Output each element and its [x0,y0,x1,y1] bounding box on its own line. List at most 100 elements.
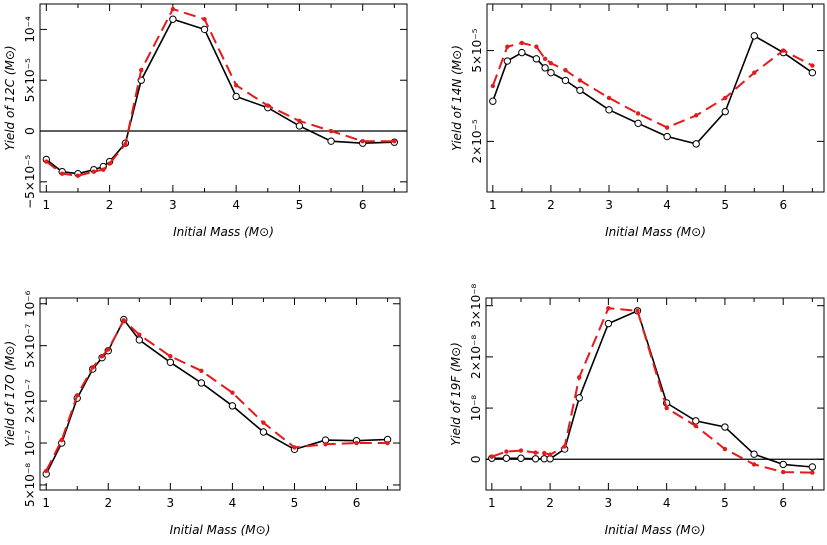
data-point [168,354,173,359]
plot-frame [486,3,825,193]
series-line [491,307,813,474]
series-line [45,18,395,175]
x-tick-label: 4 [663,198,671,212]
x-tick-label: 3 [605,496,613,510]
data-point [489,454,495,459]
x-tick-label: 6 [780,198,788,212]
data-point [547,68,555,77]
data-point [518,48,526,57]
data-point [781,469,786,475]
series-1 [488,307,817,471]
data-point [121,318,126,323]
data-point [199,368,204,374]
x-tick-label: 6 [353,496,361,510]
data-point [808,463,817,471]
y-axis-label: Yield of 14N (M⊙) [450,45,464,151]
x-tick-label: 1 [42,496,50,510]
data-point [563,68,568,73]
data-point [354,440,359,446]
series-1 [42,315,392,478]
series-line [492,34,813,145]
data-point [810,470,815,475]
y-tick-label: 10⁻⁸ [469,395,483,422]
data-point [634,119,642,128]
data-point [779,460,787,469]
data-point [750,32,758,40]
plot-frame [39,297,401,491]
data-point [693,423,698,429]
data-point [392,138,397,144]
y-tick-label: 0 [469,455,483,463]
data-point [295,122,304,130]
data-point [722,446,728,452]
x-tick-label: 1 [489,198,497,212]
data-point [692,417,700,425]
data-point [664,125,670,130]
series-2 [44,318,390,474]
data-point [693,113,699,118]
y-tick-label: 10⁻⁴ [23,16,37,43]
x-tick-label: 5 [291,496,299,510]
data-point [107,161,112,166]
data-point [259,428,268,436]
x-tick-label: 5 [721,496,729,510]
x-tick-label: 4 [663,496,671,510]
x-tick-label: 2 [104,496,112,510]
data-point [635,111,641,116]
x-tick-label: 6 [779,496,787,510]
x-tick-label: 2 [546,496,554,510]
data-point [663,132,671,141]
y-tick-label: 5×10⁻⁷ [23,323,37,367]
plot-frame [39,3,408,193]
y-tick-label: 2×10⁻⁵ [470,119,484,163]
data-point [297,118,302,124]
data-point [781,48,786,53]
data-point [200,25,209,34]
y-tick-label: 5×10⁻⁸ [23,463,37,507]
data-point [504,449,509,454]
x-tick-label: 3 [605,198,613,212]
data-point [723,95,728,101]
chart-panel-4: 1 2 3 4 5 6 0 10⁻⁸ 2×10⁻⁸ 3×10⁻⁸ Initial Mass (M⊙)… [449,283,825,537]
data-point [59,437,64,443]
x-tick-label: 4 [232,198,240,212]
data-point [261,420,266,425]
series-2 [490,40,815,130]
x-tick-label: 6 [359,198,367,212]
data-point [810,63,815,68]
y-tick-label: 2×10⁻⁷ [23,379,37,423]
y-tick-label: 5×10⁻⁵ [470,28,484,72]
data-point [576,86,584,94]
data-point [328,128,334,134]
data-point [502,454,511,462]
x-tick-label: 3 [167,496,175,510]
data-point [59,171,65,176]
y-tick-label: 0 [23,127,37,135]
series-line [45,318,388,475]
data-point [106,347,111,352]
data-point [519,40,525,46]
data-point [137,332,142,337]
data-point [166,358,175,366]
data-point [575,394,583,402]
data-point [232,92,240,101]
chart-panel-1: 1 2 3 4 5 6 −5×10⁻⁵ 0 5×10⁻⁵ 10⁻⁴ Initial Mass (M⊙… [3,3,408,239]
data-point [577,78,583,83]
data-point [489,97,497,105]
data-point [44,468,49,474]
data-point [228,402,237,410]
data-point [664,405,669,411]
x-tick-label: 5 [296,198,304,212]
y-axis-label: Yield of 19F (M⊙) [449,342,463,446]
data-point [561,76,570,85]
data-point [197,379,206,387]
data-point [360,138,365,144]
x-tick-label: 1 [43,198,51,212]
data-point [751,462,757,467]
data-point [385,440,390,446]
data-point [44,159,49,164]
data-point [101,167,106,172]
data-point [606,306,611,311]
data-point [542,450,547,456]
data-point [233,83,239,88]
